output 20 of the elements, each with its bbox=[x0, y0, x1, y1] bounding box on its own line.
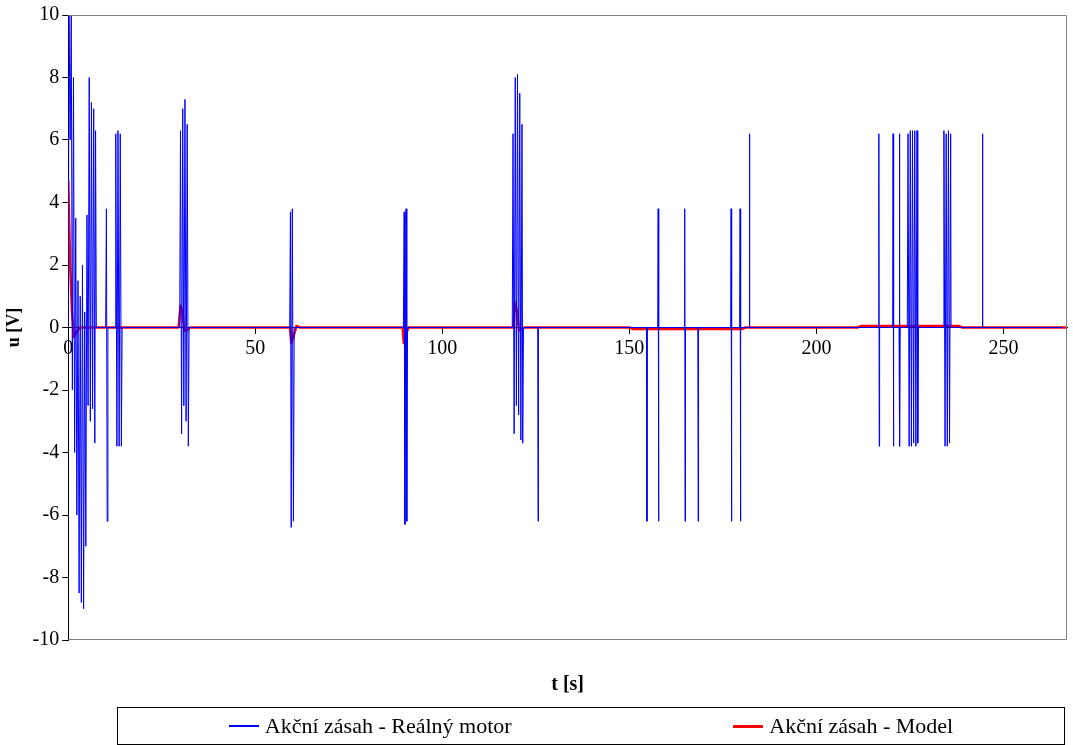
x-tick-label: 150 bbox=[614, 335, 645, 358]
y-tick-label: 4 bbox=[49, 189, 60, 212]
x-tick-label: 50 bbox=[245, 335, 266, 358]
y-tick-label: 8 bbox=[49, 64, 60, 87]
x-tick-label: 250 bbox=[988, 335, 1019, 358]
y-tick-label: -8 bbox=[42, 564, 60, 587]
x-tick-label: 200 bbox=[801, 335, 832, 358]
y-tick-label: -6 bbox=[42, 502, 60, 525]
y-tick-label: 6 bbox=[49, 127, 60, 150]
legend-label: Akční zásah - Reálný motor bbox=[264, 713, 512, 739]
x-tick-label: 100 bbox=[427, 335, 458, 358]
y-axis-title: u [V] bbox=[3, 307, 24, 348]
y-tick-label: -4 bbox=[42, 439, 60, 462]
y-tick-label: 2 bbox=[49, 252, 60, 275]
legend-label: Akční zásah - Model bbox=[769, 713, 954, 739]
y-tick-label: -10 bbox=[32, 627, 60, 650]
y-tick-label: 0 bbox=[49, 314, 60, 337]
x-axis-title: t [s] bbox=[551, 672, 585, 695]
y-tick-label: -2 bbox=[42, 377, 60, 400]
y-tick-label: 10 bbox=[39, 2, 60, 25]
